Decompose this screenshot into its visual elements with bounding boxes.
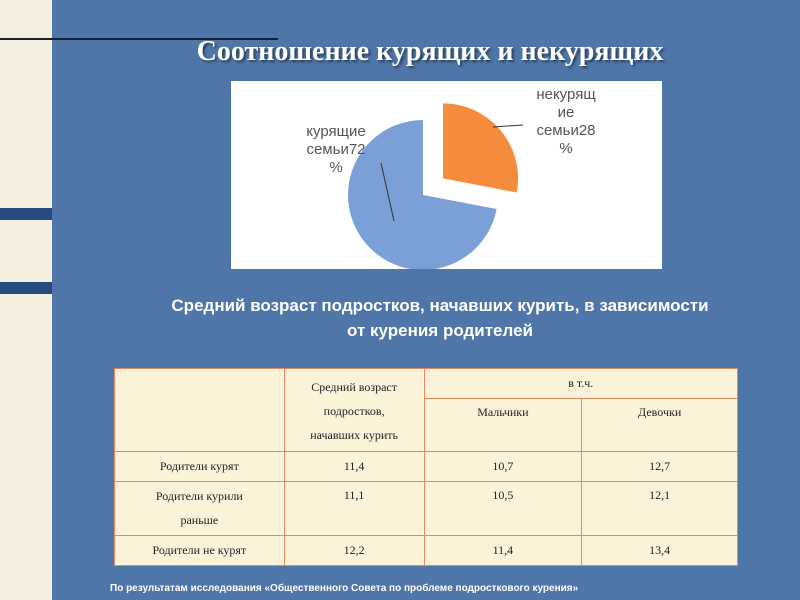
cell-boys: 10,5 bbox=[423, 481, 583, 536]
cell-girls: 12,7 bbox=[581, 450, 738, 483]
subtitle-line-1: Средний возраст подростков, начавших кур… bbox=[171, 296, 709, 315]
band-stripe bbox=[0, 208, 52, 220]
cell-avg: 11,4 bbox=[283, 450, 425, 483]
header-empty-cell bbox=[114, 368, 285, 452]
leader-line-nonsmoking bbox=[492, 124, 524, 128]
cell-avg: 12,2 bbox=[283, 534, 425, 567]
header-avg-line: подростков, bbox=[323, 404, 385, 418]
header-avg-age: Средний возраст подростков, начавших кур… bbox=[283, 368, 425, 452]
row-label: Родители курят bbox=[114, 450, 285, 483]
pie-label-nonsmoking: некурящ ие семьи28 % bbox=[536, 86, 596, 157]
decorative-left-band bbox=[0, 0, 52, 600]
subtitle-line-2: от курения родителей bbox=[347, 321, 533, 340]
table-header-row: Средний возраст подростков, начавших кур… bbox=[114, 367, 739, 452]
row-label-line: Родители не курят bbox=[152, 542, 247, 557]
row-label-line: раньше bbox=[180, 513, 219, 528]
pie-slice-smoking bbox=[348, 120, 497, 269]
row-label: Родители курили раньше bbox=[114, 481, 285, 536]
table-subtitle: Средний возраст подростков, начавших кур… bbox=[80, 293, 800, 343]
cell-girls: 12,1 bbox=[581, 481, 738, 536]
title-divider bbox=[0, 38, 278, 40]
header-group: в т.ч. bbox=[423, 367, 739, 400]
header-avg-line: начавших курить bbox=[310, 428, 398, 442]
slide-title: Соотношение курящих и некурящих bbox=[196, 36, 664, 67]
row-label-line: Родители курят bbox=[159, 458, 239, 473]
row-label-line: Родители курили bbox=[155, 489, 243, 504]
header-avg-line: Средний возраст bbox=[311, 380, 397, 394]
leader-line-smoking bbox=[380, 162, 395, 222]
cell-boys: 10,7 bbox=[423, 450, 583, 483]
table-subheader-row: Мальчики Девочки bbox=[115, 398, 738, 452]
table-row: Родители не курят 12,2 11,4 13,4 bbox=[114, 534, 738, 567]
cell-boys: 11,4 bbox=[423, 534, 583, 567]
age-table: Средний возраст подростков, начавших кур… bbox=[114, 367, 739, 567]
pie-chart: курящие семьи72 % некурящ ие семьи28 % bbox=[231, 81, 662, 269]
cell-girls: 13,4 bbox=[581, 534, 738, 567]
table-row: Родители курили раньше 11,1 10,5 12,1 bbox=[114, 481, 738, 536]
source-footnote: По результатам исследования «Общественно… bbox=[110, 583, 579, 594]
row-label: Родители не курят bbox=[114, 534, 285, 567]
table-row: Родители курят 11,4 10,7 12,7 bbox=[114, 450, 738, 483]
band-stripe bbox=[0, 282, 52, 294]
pie-chart-svg bbox=[348, 103, 524, 269]
header-girls: Девочки bbox=[581, 398, 738, 452]
header-boys: Мальчики bbox=[423, 398, 583, 452]
pie-label-smoking: курящие семьи72 % bbox=[306, 123, 366, 176]
cell-avg: 11,1 bbox=[283, 481, 425, 536]
pie-slice-nonsmoking bbox=[443, 103, 519, 193]
